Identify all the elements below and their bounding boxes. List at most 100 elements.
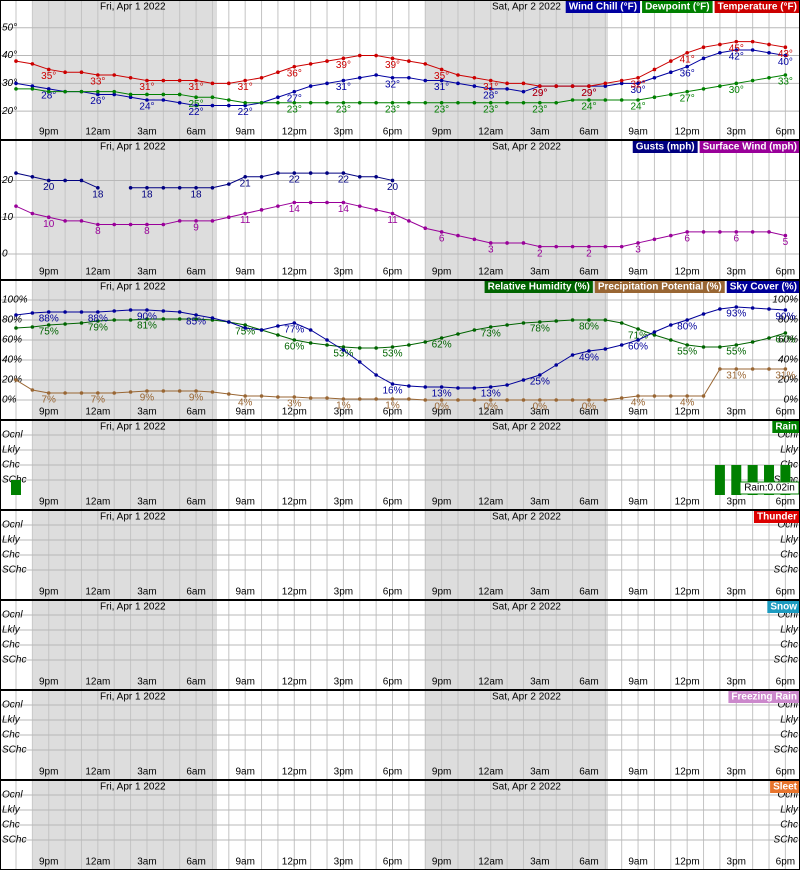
data-point xyxy=(456,100,460,105)
data-point xyxy=(243,394,247,398)
legend-label: Dewpoint (°F) xyxy=(645,2,710,13)
data-point xyxy=(374,208,378,212)
data-label: 18 xyxy=(141,189,153,200)
x-tick-label: 12pm xyxy=(282,677,307,688)
data-point xyxy=(243,100,247,105)
data-label: 27° xyxy=(287,93,302,104)
data-label: 23° xyxy=(483,104,498,115)
data-label: 3 xyxy=(635,245,641,256)
data-point xyxy=(374,73,378,77)
series-line xyxy=(15,49,786,107)
data-label: 22° xyxy=(189,107,204,118)
data-point xyxy=(341,171,346,175)
data-point xyxy=(390,178,395,183)
data-label: 0% xyxy=(533,402,548,413)
x-tick-label: 12am xyxy=(85,267,110,278)
legend-box xyxy=(699,141,800,153)
y-tick-label-right: Lkly xyxy=(780,445,799,456)
y-tick-label: Lkly xyxy=(2,805,21,816)
data-point xyxy=(669,233,673,238)
data-point xyxy=(472,100,477,105)
y-tick-label-right: 80% xyxy=(778,315,798,326)
data-point xyxy=(145,98,149,102)
data-point xyxy=(96,92,100,97)
data-point xyxy=(341,348,346,352)
data-point xyxy=(488,87,493,91)
x-tick-label: 3am xyxy=(137,587,156,598)
data-point xyxy=(341,200,346,205)
data-point xyxy=(79,321,84,325)
data-point xyxy=(488,398,493,402)
data-point xyxy=(227,320,231,324)
data-label: 18 xyxy=(191,189,203,200)
y-tick-label: 10 xyxy=(2,212,14,223)
y-tick-label: Ocnl xyxy=(2,700,23,711)
data-point xyxy=(750,48,755,52)
x-tick-label: 9pm xyxy=(39,677,58,688)
x-tick-label: 3pm xyxy=(727,767,746,778)
data-point xyxy=(177,92,182,97)
data-point xyxy=(669,394,673,398)
data-point xyxy=(390,100,395,105)
data-point xyxy=(783,53,788,58)
x-tick-label: 12am xyxy=(478,267,503,278)
data-point xyxy=(194,219,198,223)
data-point xyxy=(341,78,346,83)
data-point xyxy=(734,367,739,371)
data-label: 1% xyxy=(336,401,351,412)
data-label: 31° xyxy=(238,82,253,93)
data-point xyxy=(669,70,673,75)
data-point xyxy=(259,100,264,105)
data-point xyxy=(325,396,329,400)
x-tick-label: 3pm xyxy=(334,407,353,418)
data-label: 29° xyxy=(532,88,547,99)
data-point xyxy=(619,343,624,347)
data-point xyxy=(407,100,411,105)
data-label: 41° xyxy=(680,54,695,65)
series-line xyxy=(15,306,786,389)
data-point xyxy=(14,59,18,63)
data-label: 42° xyxy=(729,52,744,63)
data-label: 30° xyxy=(630,85,645,96)
x-tick-label: 6pm xyxy=(383,267,402,278)
x-tick-label: 6am xyxy=(579,267,598,278)
legend-label: Snow xyxy=(770,602,797,613)
data-label: 24° xyxy=(630,102,645,113)
data-label: 8 xyxy=(144,226,150,237)
x-tick-label: 9pm xyxy=(432,407,451,418)
data-point xyxy=(46,323,51,327)
data-label: 31° xyxy=(336,82,351,93)
data-point xyxy=(227,392,231,396)
data-point xyxy=(128,75,133,80)
data-point xyxy=(210,103,215,108)
data-point xyxy=(685,394,689,398)
data-label: 9% xyxy=(140,393,155,404)
data-point xyxy=(570,98,575,102)
data-label: 16% xyxy=(383,386,403,397)
data-point xyxy=(308,200,313,205)
data-point xyxy=(128,222,133,227)
data-point xyxy=(750,230,755,234)
x-tick-label: 9am xyxy=(235,767,254,778)
data-label: 31% xyxy=(775,371,795,382)
data-point xyxy=(374,397,378,401)
data-point xyxy=(734,305,739,309)
data-point xyxy=(243,78,247,83)
bar xyxy=(780,465,791,495)
y-tick-label: Lkly xyxy=(2,535,21,546)
data-point xyxy=(46,310,51,314)
data-point xyxy=(14,326,18,330)
data-label: 25° xyxy=(189,99,204,110)
x-tick-label: 3pm xyxy=(334,497,353,508)
x-tick-label: 12am xyxy=(85,587,110,598)
data-label: 10 xyxy=(43,219,55,230)
data-point xyxy=(423,100,428,105)
data-point xyxy=(112,89,117,94)
data-point xyxy=(603,318,608,322)
data-label: 90% xyxy=(775,312,795,323)
data-point xyxy=(177,100,182,105)
data-point xyxy=(505,398,509,402)
data-point xyxy=(767,50,771,55)
data-point xyxy=(390,75,395,80)
data-point xyxy=(685,343,689,347)
